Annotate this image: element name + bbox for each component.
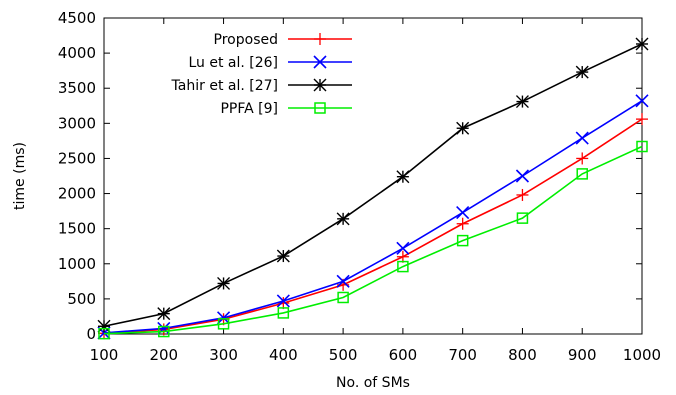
x-tick-label: 700 <box>448 346 477 364</box>
series-line <box>103 100 643 334</box>
y-tick-label: 1500 <box>58 220 96 238</box>
y-tick-label: 3000 <box>58 114 96 132</box>
x-axis-title: No. of SMs <box>336 375 410 391</box>
x-tick-label: 100 <box>90 346 119 364</box>
data-point <box>456 234 469 247</box>
data-point-b <box>396 241 410 255</box>
data-point-b <box>276 294 290 308</box>
x-tick-label: 800 <box>508 346 537 364</box>
legend-entry: Tahir et al. [27] <box>171 78 352 94</box>
data-point-d2 <box>456 121 470 135</box>
x-tick-label: 900 <box>568 346 597 364</box>
series-line <box>103 118 643 335</box>
series-line <box>103 43 643 328</box>
legend-label: PPFA [9] <box>220 101 278 117</box>
data-point-b <box>336 274 350 288</box>
data-point-d2 <box>97 319 111 333</box>
data-point-d2 <box>575 65 589 79</box>
y-tick-label: 0 <box>86 325 96 343</box>
legend-entry: Proposed <box>214 32 352 48</box>
y-tick-label: 3500 <box>58 79 96 97</box>
data-point-d2 <box>635 37 649 51</box>
y-tick-label: 1000 <box>58 255 96 273</box>
data-point-b <box>635 94 649 108</box>
legend-label: Proposed <box>214 32 278 48</box>
legend-label: Lu et al. [26] <box>188 55 278 71</box>
x-tick-label: 500 <box>329 346 358 364</box>
data-point <box>217 318 230 330</box>
legend-entry: Lu et al. [26] <box>188 55 352 71</box>
y-axis-title: time (ms) <box>12 142 28 210</box>
x-tick-label: 400 <box>269 346 298 364</box>
legend-label: Tahir et al. [27] <box>171 78 278 94</box>
data-point <box>158 325 170 338</box>
legend-marker <box>314 102 326 114</box>
data-point-b <box>216 311 231 325</box>
data-point <box>337 291 349 304</box>
data-point-b <box>515 169 530 183</box>
legend: Proposed Lu et al. [26] Tahir et al. [27] P… <box>171 32 352 117</box>
data-point-d2 <box>276 249 290 263</box>
data-point <box>397 260 409 273</box>
data-point <box>277 307 290 319</box>
data-point-b <box>575 131 589 145</box>
y-tick-label: 500 <box>67 290 96 308</box>
data-point-d2 <box>515 95 529 109</box>
x-tick-label: 300 <box>209 346 238 364</box>
data-point <box>516 212 529 224</box>
legend-marker-d2 <box>313 78 327 92</box>
x-tick-label: 1000 <box>623 346 661 364</box>
y-tick-label: 2500 <box>58 149 96 167</box>
x-tick-label: 600 <box>389 346 418 364</box>
axis-ticks: 100 200 300 400 500 600 700 800 900 1000 0 500 1000 1… <box>58 9 661 364</box>
series-layer <box>97 37 649 340</box>
y-tick-label: 2000 <box>58 185 96 203</box>
series-3 <box>98 140 648 340</box>
series-line <box>103 145 643 335</box>
data-point-d2 <box>396 170 410 184</box>
x-tick-label: 200 <box>149 346 178 364</box>
data-point <box>636 140 648 153</box>
data-point-d2 <box>217 276 231 290</box>
data-point-d2 <box>336 212 350 226</box>
legend-entry: PPFA [9] <box>220 101 352 117</box>
plot-frame <box>103 17 643 335</box>
legend-marker-b <box>313 55 327 69</box>
series-1 <box>97 94 649 340</box>
series-2 <box>97 37 649 333</box>
data-point <box>98 327 110 340</box>
y-tick-label: 4500 <box>58 9 96 27</box>
data-point <box>576 168 588 180</box>
y-tick-label: 4000 <box>58 44 96 62</box>
data-point-b <box>456 205 470 220</box>
data-point-d2 <box>157 307 171 321</box>
